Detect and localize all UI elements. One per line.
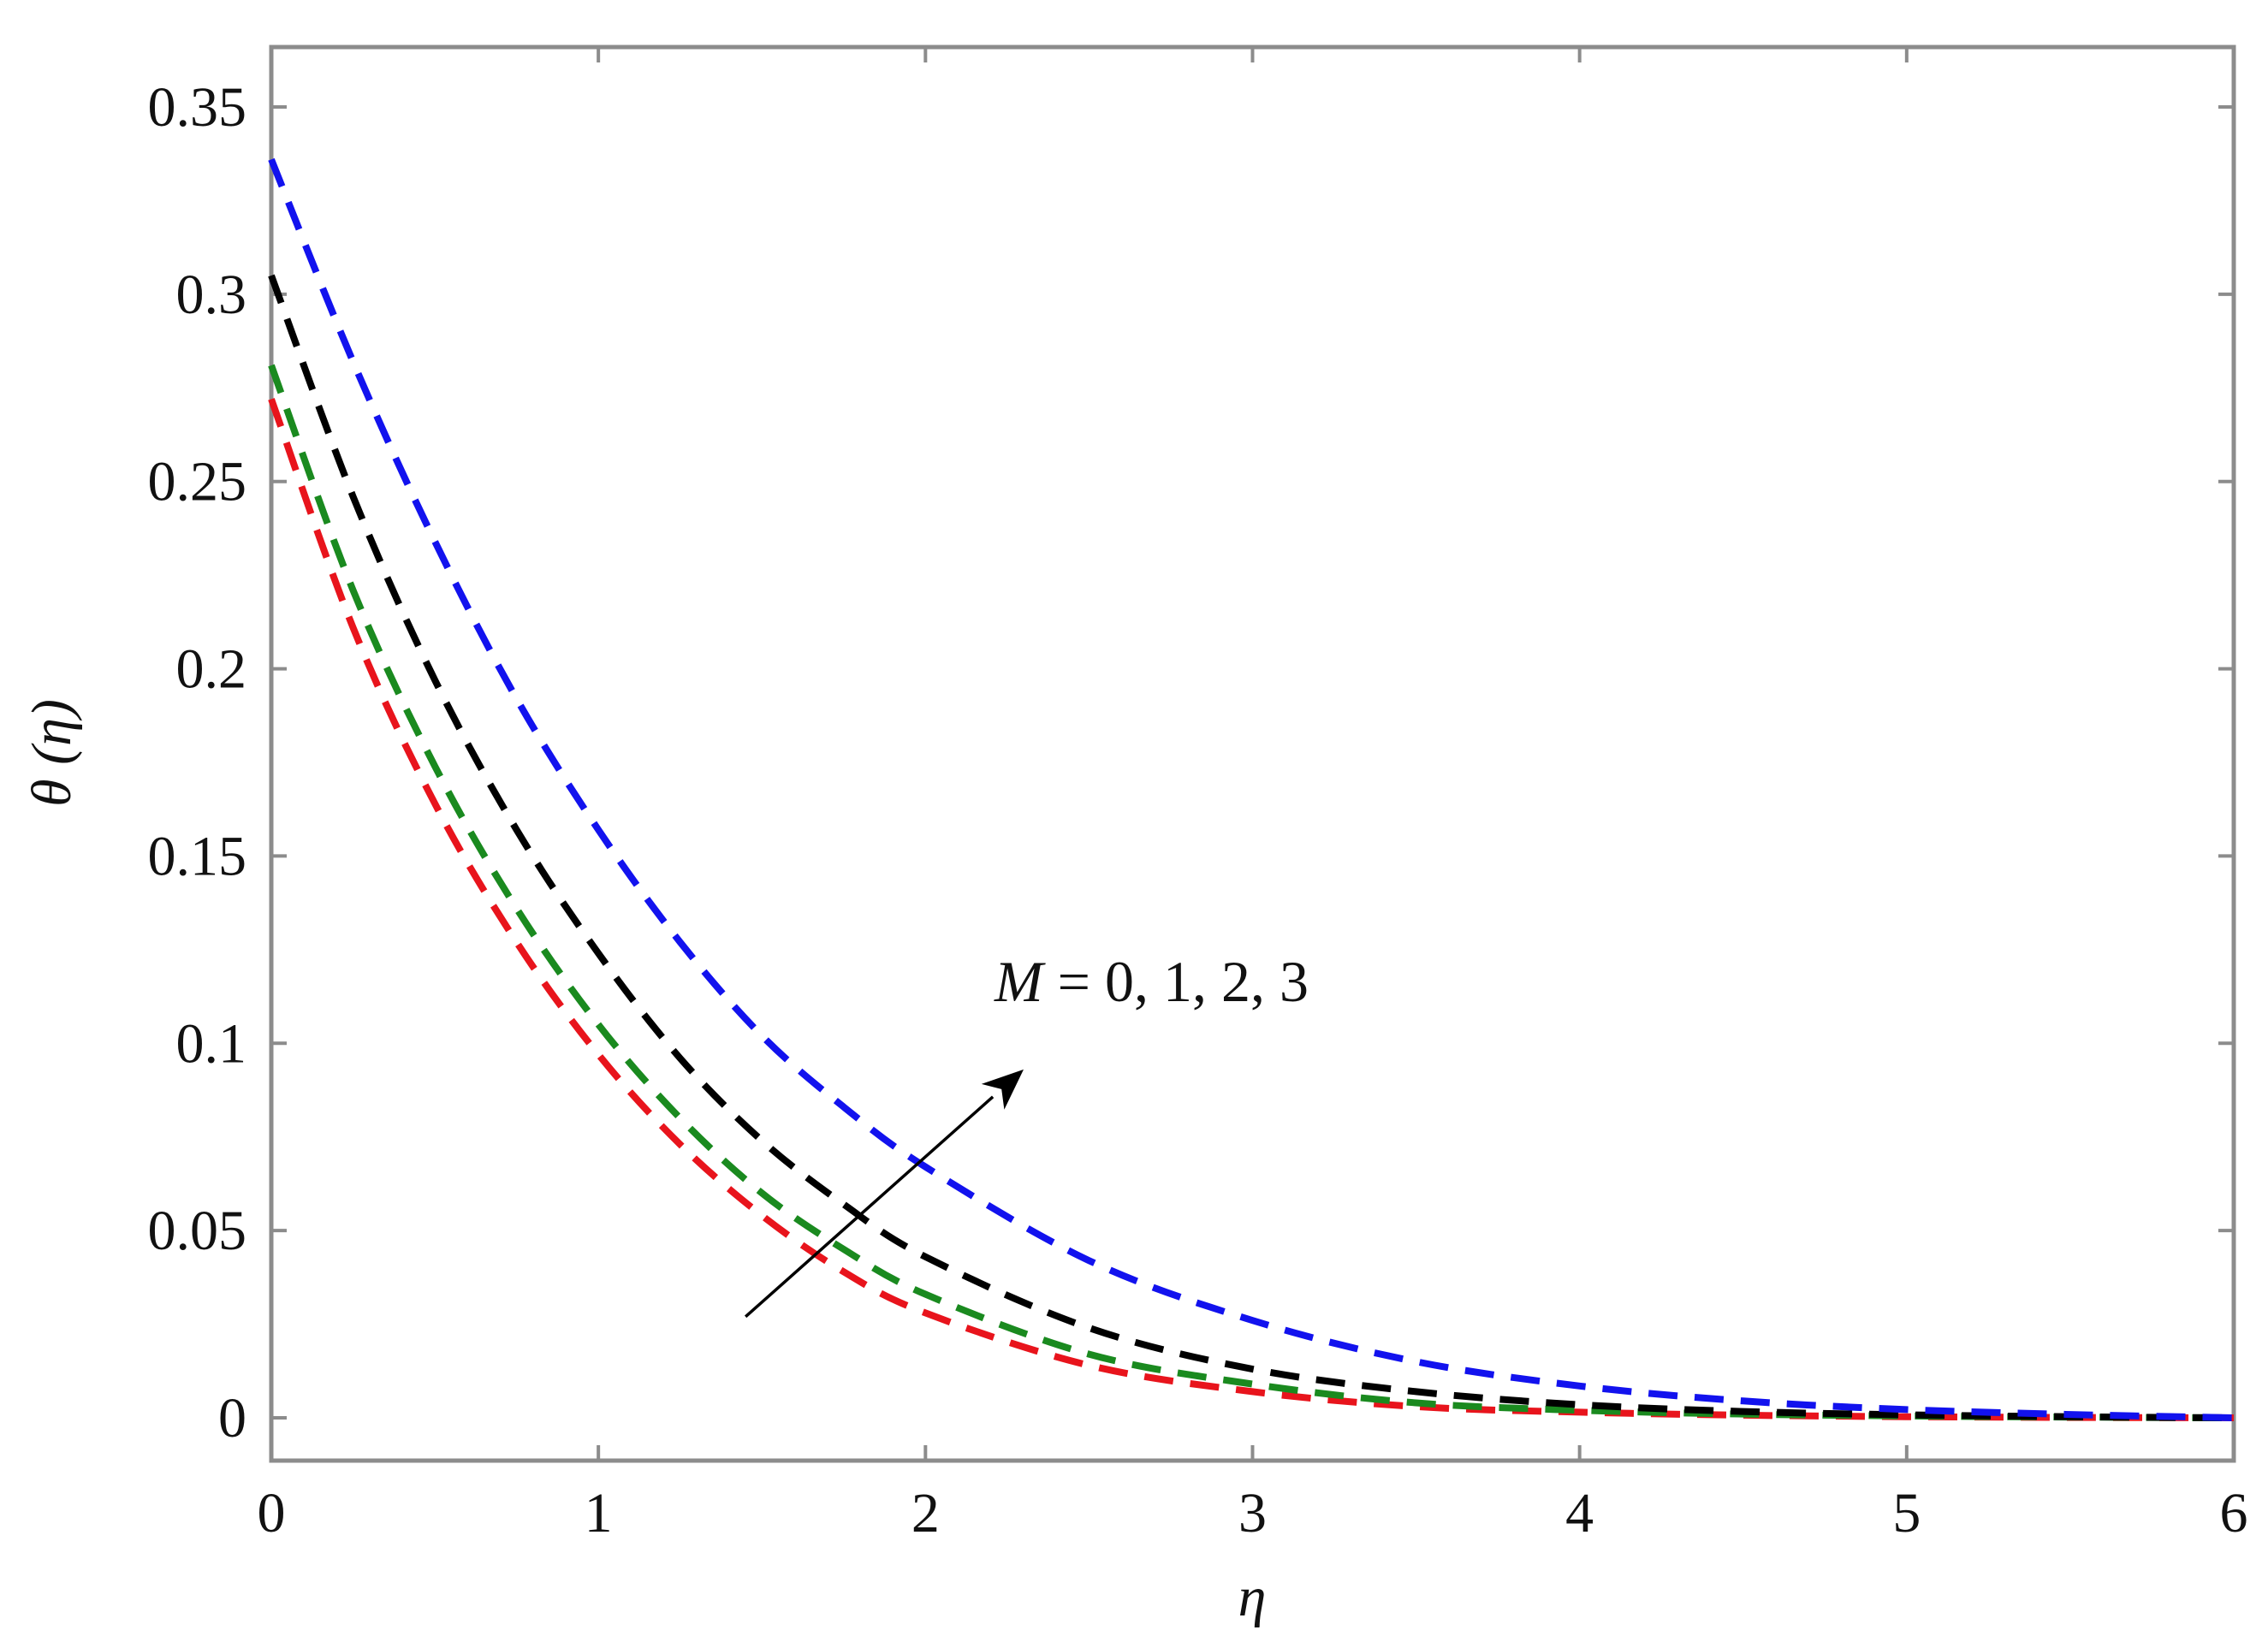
annotation-arrow-head: [981, 1069, 1024, 1110]
y-tick-label: 0.15: [148, 825, 247, 887]
tick-marks: [270, 47, 2235, 1461]
x-tick-label: 5: [1892, 1482, 1921, 1544]
series-line-3: [268, 274, 2235, 1421]
x-tick-label: 1: [585, 1482, 613, 1544]
x-tick-label: 3: [1238, 1482, 1267, 1544]
annotation-variable: M: [994, 949, 1046, 1014]
y-axis-title: θ (η): [21, 699, 83, 807]
y-tick-label: 0.3: [176, 264, 247, 326]
x-tick-label: 0: [258, 1482, 286, 1544]
annotation: M = 0, 1, 2, 3: [744, 949, 1309, 1319]
annotation-label: M = 0, 1, 2, 3: [994, 949, 1309, 1014]
y-tick-label: 0.05: [148, 1200, 247, 1262]
x-tick-label: 6: [2220, 1482, 2248, 1544]
y-tick-label: 0: [218, 1387, 246, 1449]
tick-labels: 0 1 2 3 4 5 6 0 0.05 0.1 0.15 0.2 0.25 0.3 0.35: [148, 76, 2248, 1544]
x-tick-label: 4: [1565, 1482, 1594, 1544]
series-line-2: [268, 364, 2235, 1421]
x-axis-title: η: [1238, 1566, 1267, 1628]
annotation-values: = 0, 1, 2, 3: [1043, 949, 1309, 1014]
annotation-arrow: [744, 1095, 994, 1319]
series-line-4: [268, 157, 2235, 1421]
y-tick-label: 0.25: [148, 451, 247, 513]
y-tick-label: 0.1: [176, 1012, 247, 1075]
plot-frame: [269, 44, 2236, 1463]
y-tick-label: 0.35: [148, 76, 247, 139]
x-tick-label: 2: [911, 1482, 940, 1544]
series-lines: [268, 157, 2235, 1421]
y-tick-label: 0.2: [176, 638, 247, 701]
